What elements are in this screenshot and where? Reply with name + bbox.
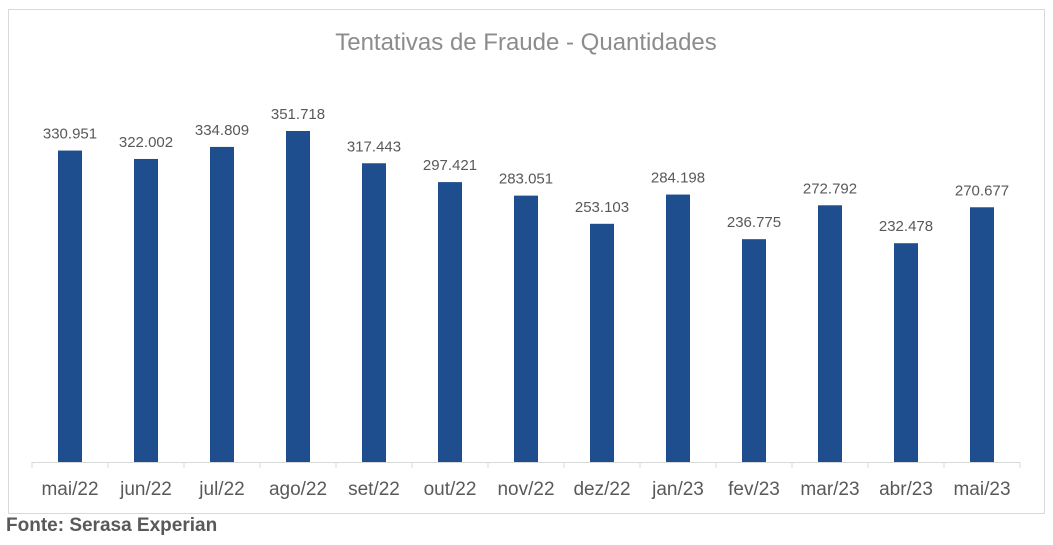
x-tick-label: set/22	[348, 479, 400, 500]
data-label: 232.478	[879, 218, 933, 235]
bar-ago-22	[286, 131, 310, 462]
x-tick-label: dez/22	[573, 479, 630, 500]
data-label: 272.792	[803, 180, 857, 197]
data-label: 253.103	[575, 199, 629, 216]
x-tick-label: mai/22	[41, 479, 98, 500]
x-tick-label: nov/22	[497, 479, 554, 500]
bar-mar-23	[818, 205, 842, 462]
x-tick-label: jan/23	[651, 479, 704, 500]
bar-jun-22	[134, 158, 158, 462]
x-tick-label: jun/22	[119, 479, 172, 500]
data-label: 330.951	[43, 126, 97, 143]
data-label: 297.421	[423, 157, 477, 174]
bar-chart: Tentativas de Fraude - Quantidades 330.9…	[31, 29, 1021, 500]
bar-fev-23	[742, 239, 766, 462]
data-label: 270.677	[955, 182, 1009, 199]
data-label: 283.051	[499, 171, 553, 188]
data-label: 351.718	[271, 106, 325, 123]
bar-jan-23	[666, 194, 690, 462]
bar-jul-22	[210, 146, 234, 463]
x-tick-label: jul/22	[198, 479, 244, 500]
data-labels-group: 330.951 322.002 334.809 351.718 317.443 297.4…	[43, 106, 1009, 235]
bar-nov-22	[514, 195, 538, 462]
data-label: 236.775	[727, 214, 781, 231]
x-tick-label: out/22	[424, 479, 477, 500]
x-tick-label: mai/23	[953, 479, 1010, 500]
bar-set-22	[362, 163, 386, 462]
x-tick-label: fev/23	[728, 479, 780, 500]
data-label: 317.443	[347, 138, 401, 155]
bar-out-22	[438, 182, 462, 462]
bar-abr-23	[894, 243, 918, 462]
data-label: 334.809	[195, 122, 249, 139]
x-tick-label: ago/22	[269, 479, 327, 500]
chart-title: Tentativas de Fraude - Quantidades	[335, 29, 717, 56]
bars-group	[58, 131, 994, 463]
x-tick-label: mar/23	[800, 479, 859, 500]
data-label: 322.002	[119, 134, 173, 151]
x-tick-label: abr/23	[879, 479, 933, 500]
data-label: 284.198	[651, 170, 705, 187]
bar-mai-23	[970, 207, 994, 462]
source-note: Fonte: Serasa Experian	[6, 515, 218, 536]
bar-dez-22	[590, 223, 614, 462]
bar-mai-22	[58, 150, 82, 463]
x-axis: mai/22 jun/22 jul/22 ago/22 set/22 out/22 nov/…	[31, 462, 1021, 500]
